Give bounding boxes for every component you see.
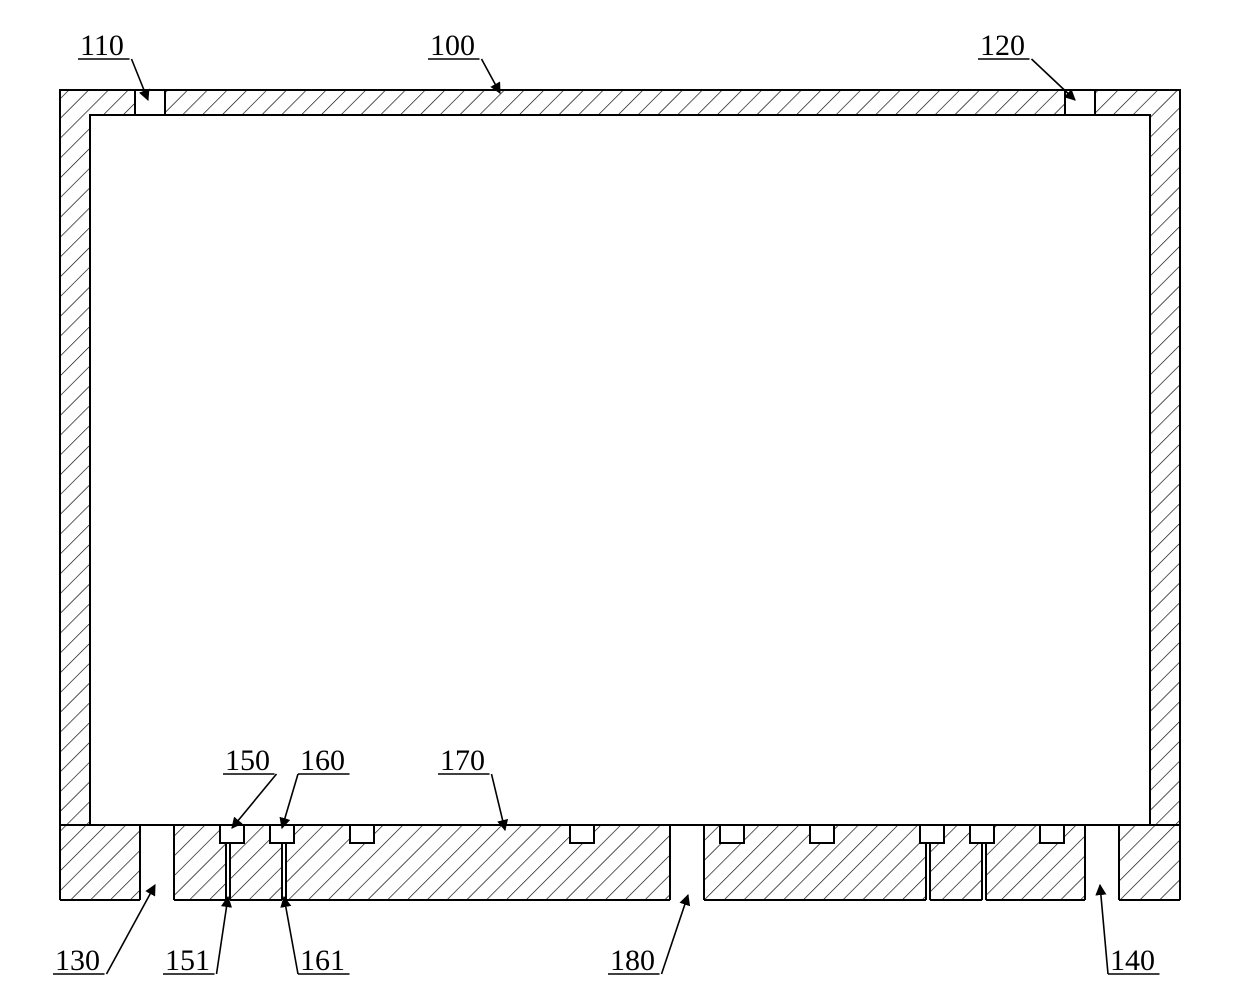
ref-label: 140: [1110, 944, 1155, 977]
ref-leader: [217, 897, 229, 974]
ref-label: 100: [430, 29, 475, 62]
ref-label: 150: [225, 744, 270, 777]
ref-label: 120: [980, 29, 1025, 62]
ref-leader: [282, 774, 298, 828]
ref-label: 170: [440, 744, 485, 777]
ref-label: 180: [610, 944, 655, 977]
ref-leader: [662, 895, 689, 974]
ref-leader: [284, 897, 298, 974]
ref-label: 130: [55, 944, 100, 977]
ref-label: 110: [80, 29, 124, 62]
ref-label: 160: [300, 744, 345, 777]
ref-leader: [1100, 885, 1108, 974]
ref-leader: [492, 774, 506, 830]
ref-label: 151: [165, 944, 210, 977]
ref-leader: [482, 59, 501, 93]
ref-label: 161: [300, 944, 345, 977]
ref-leader: [232, 774, 277, 828]
